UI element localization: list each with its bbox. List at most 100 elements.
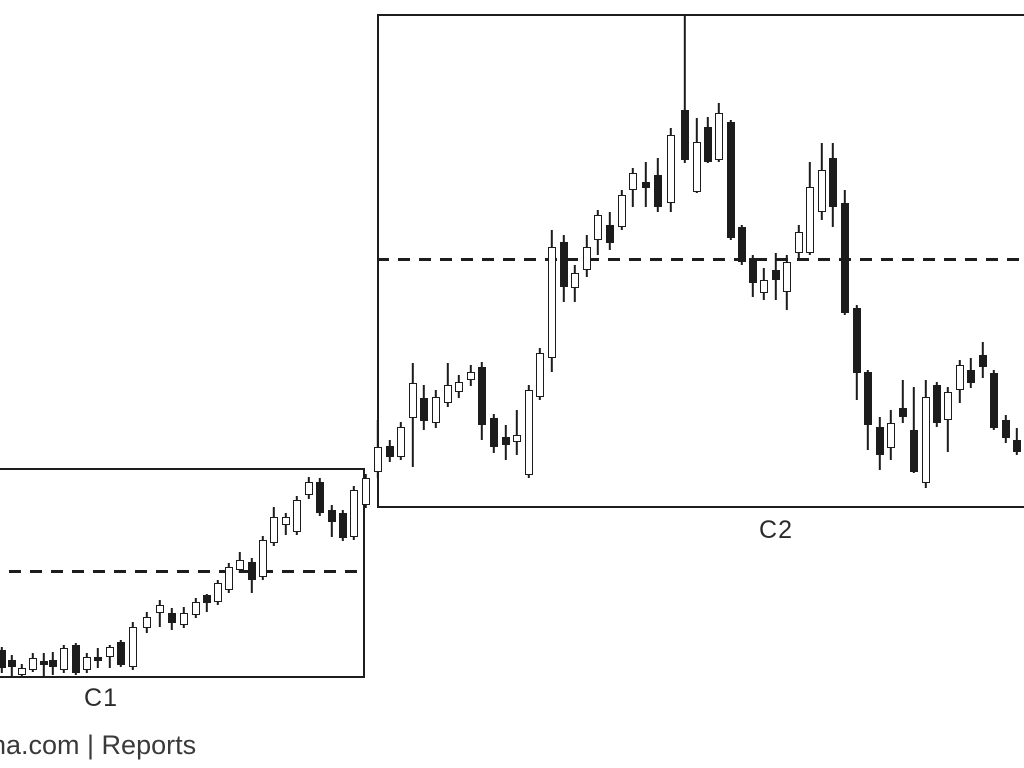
- candle-body: [853, 308, 861, 373]
- candle-wick: [683, 15, 687, 163]
- candle-wick: [205, 594, 209, 612]
- candle-body: [693, 142, 701, 192]
- candle-body: [259, 540, 267, 577]
- candle-body: [887, 423, 895, 448]
- candle-body: [560, 242, 568, 287]
- candle-body: [409, 383, 417, 418]
- candle-body: [502, 437, 510, 445]
- candle-body: [618, 195, 626, 227]
- candle-wick: [515, 410, 519, 455]
- candle-body: [478, 367, 486, 425]
- candle-body: [225, 567, 233, 590]
- candle-body: [0, 650, 6, 668]
- candle-body: [571, 273, 579, 288]
- candle-body: [305, 482, 313, 495]
- pattern-label-c2: C2: [759, 516, 793, 544]
- candle-body: [738, 227, 746, 262]
- candle-body: [203, 595, 211, 603]
- candle-body: [525, 390, 533, 475]
- candle-body: [583, 247, 591, 270]
- candle-body: [180, 613, 188, 625]
- candle-body: [455, 382, 463, 392]
- candle-body: [316, 482, 324, 513]
- candle-body: [18, 668, 26, 675]
- candle-body: [40, 661, 48, 665]
- candle-body: [397, 427, 405, 457]
- candle-body: [806, 187, 814, 253]
- candle-body: [642, 182, 650, 188]
- candle-body: [864, 372, 872, 425]
- candle-body: [106, 647, 114, 657]
- candle-body: [339, 513, 347, 538]
- candle-body: [214, 583, 222, 602]
- candle-body: [704, 127, 712, 162]
- candle-body: [72, 645, 80, 673]
- candle-body: [956, 365, 964, 390]
- candle-body: [795, 232, 803, 253]
- candle-body: [432, 397, 440, 423]
- candle-body: [606, 225, 614, 243]
- candle-body: [94, 657, 102, 661]
- candle-body: [536, 353, 544, 397]
- candle-body: [922, 397, 930, 483]
- candle-body: [282, 517, 290, 525]
- candle-body: [594, 215, 602, 240]
- candle-body: [513, 435, 521, 442]
- candle-body: [1002, 420, 1010, 438]
- candle-body: [667, 135, 675, 203]
- candle-body: [876, 427, 884, 455]
- candle-body: [829, 158, 837, 207]
- candle-body: [629, 173, 637, 190]
- candle-body: [129, 627, 137, 667]
- candle-body: [374, 447, 382, 472]
- candle-body: [1013, 440, 1021, 452]
- candle-body: [772, 270, 780, 280]
- candle-body: [910, 430, 918, 472]
- candle-body: [681, 110, 689, 160]
- candle-body: [420, 398, 428, 421]
- pattern-box-c2: [377, 14, 1024, 508]
- candle-body: [467, 372, 475, 380]
- candle-body: [715, 113, 723, 160]
- candle-body: [654, 175, 662, 207]
- candle-body: [979, 355, 987, 367]
- dashed-level-c2: [377, 257, 1024, 261]
- candle-body: [444, 385, 452, 403]
- pattern-box-c1: [0, 468, 365, 678]
- candle-body: [248, 562, 256, 580]
- candle-body: [270, 517, 278, 543]
- dashed-level-c1: [0, 569, 365, 573]
- candle-body: [841, 203, 849, 313]
- candle-body: [236, 560, 244, 570]
- candle-body: [783, 262, 791, 292]
- candle-body: [143, 617, 151, 628]
- candle-body: [60, 648, 68, 670]
- candle-body: [192, 602, 200, 615]
- candle-body: [933, 385, 941, 423]
- candle-body: [328, 510, 336, 522]
- candle-body: [293, 500, 301, 532]
- candle-body: [49, 660, 57, 667]
- candle-body: [749, 258, 757, 283]
- candle-body: [168, 613, 176, 623]
- candle-body: [944, 392, 952, 420]
- candle-wick: [901, 380, 905, 423]
- candle-body: [386, 446, 394, 457]
- footer-credit: na.com | Reports: [0, 730, 197, 760]
- candle-body: [350, 490, 358, 537]
- candle-body: [156, 605, 164, 613]
- candle-wick: [42, 653, 46, 677]
- candle-body: [117, 642, 125, 665]
- candle-body: [818, 170, 826, 212]
- candle-body: [8, 660, 16, 667]
- candle-body: [990, 373, 998, 428]
- candle-wick: [158, 600, 162, 627]
- candle-body: [548, 247, 556, 358]
- candle-body: [967, 370, 975, 383]
- pattern-label-c1: C1: [84, 684, 118, 712]
- candle-body: [29, 658, 37, 670]
- candle-body: [760, 280, 768, 293]
- candle-body: [899, 408, 907, 417]
